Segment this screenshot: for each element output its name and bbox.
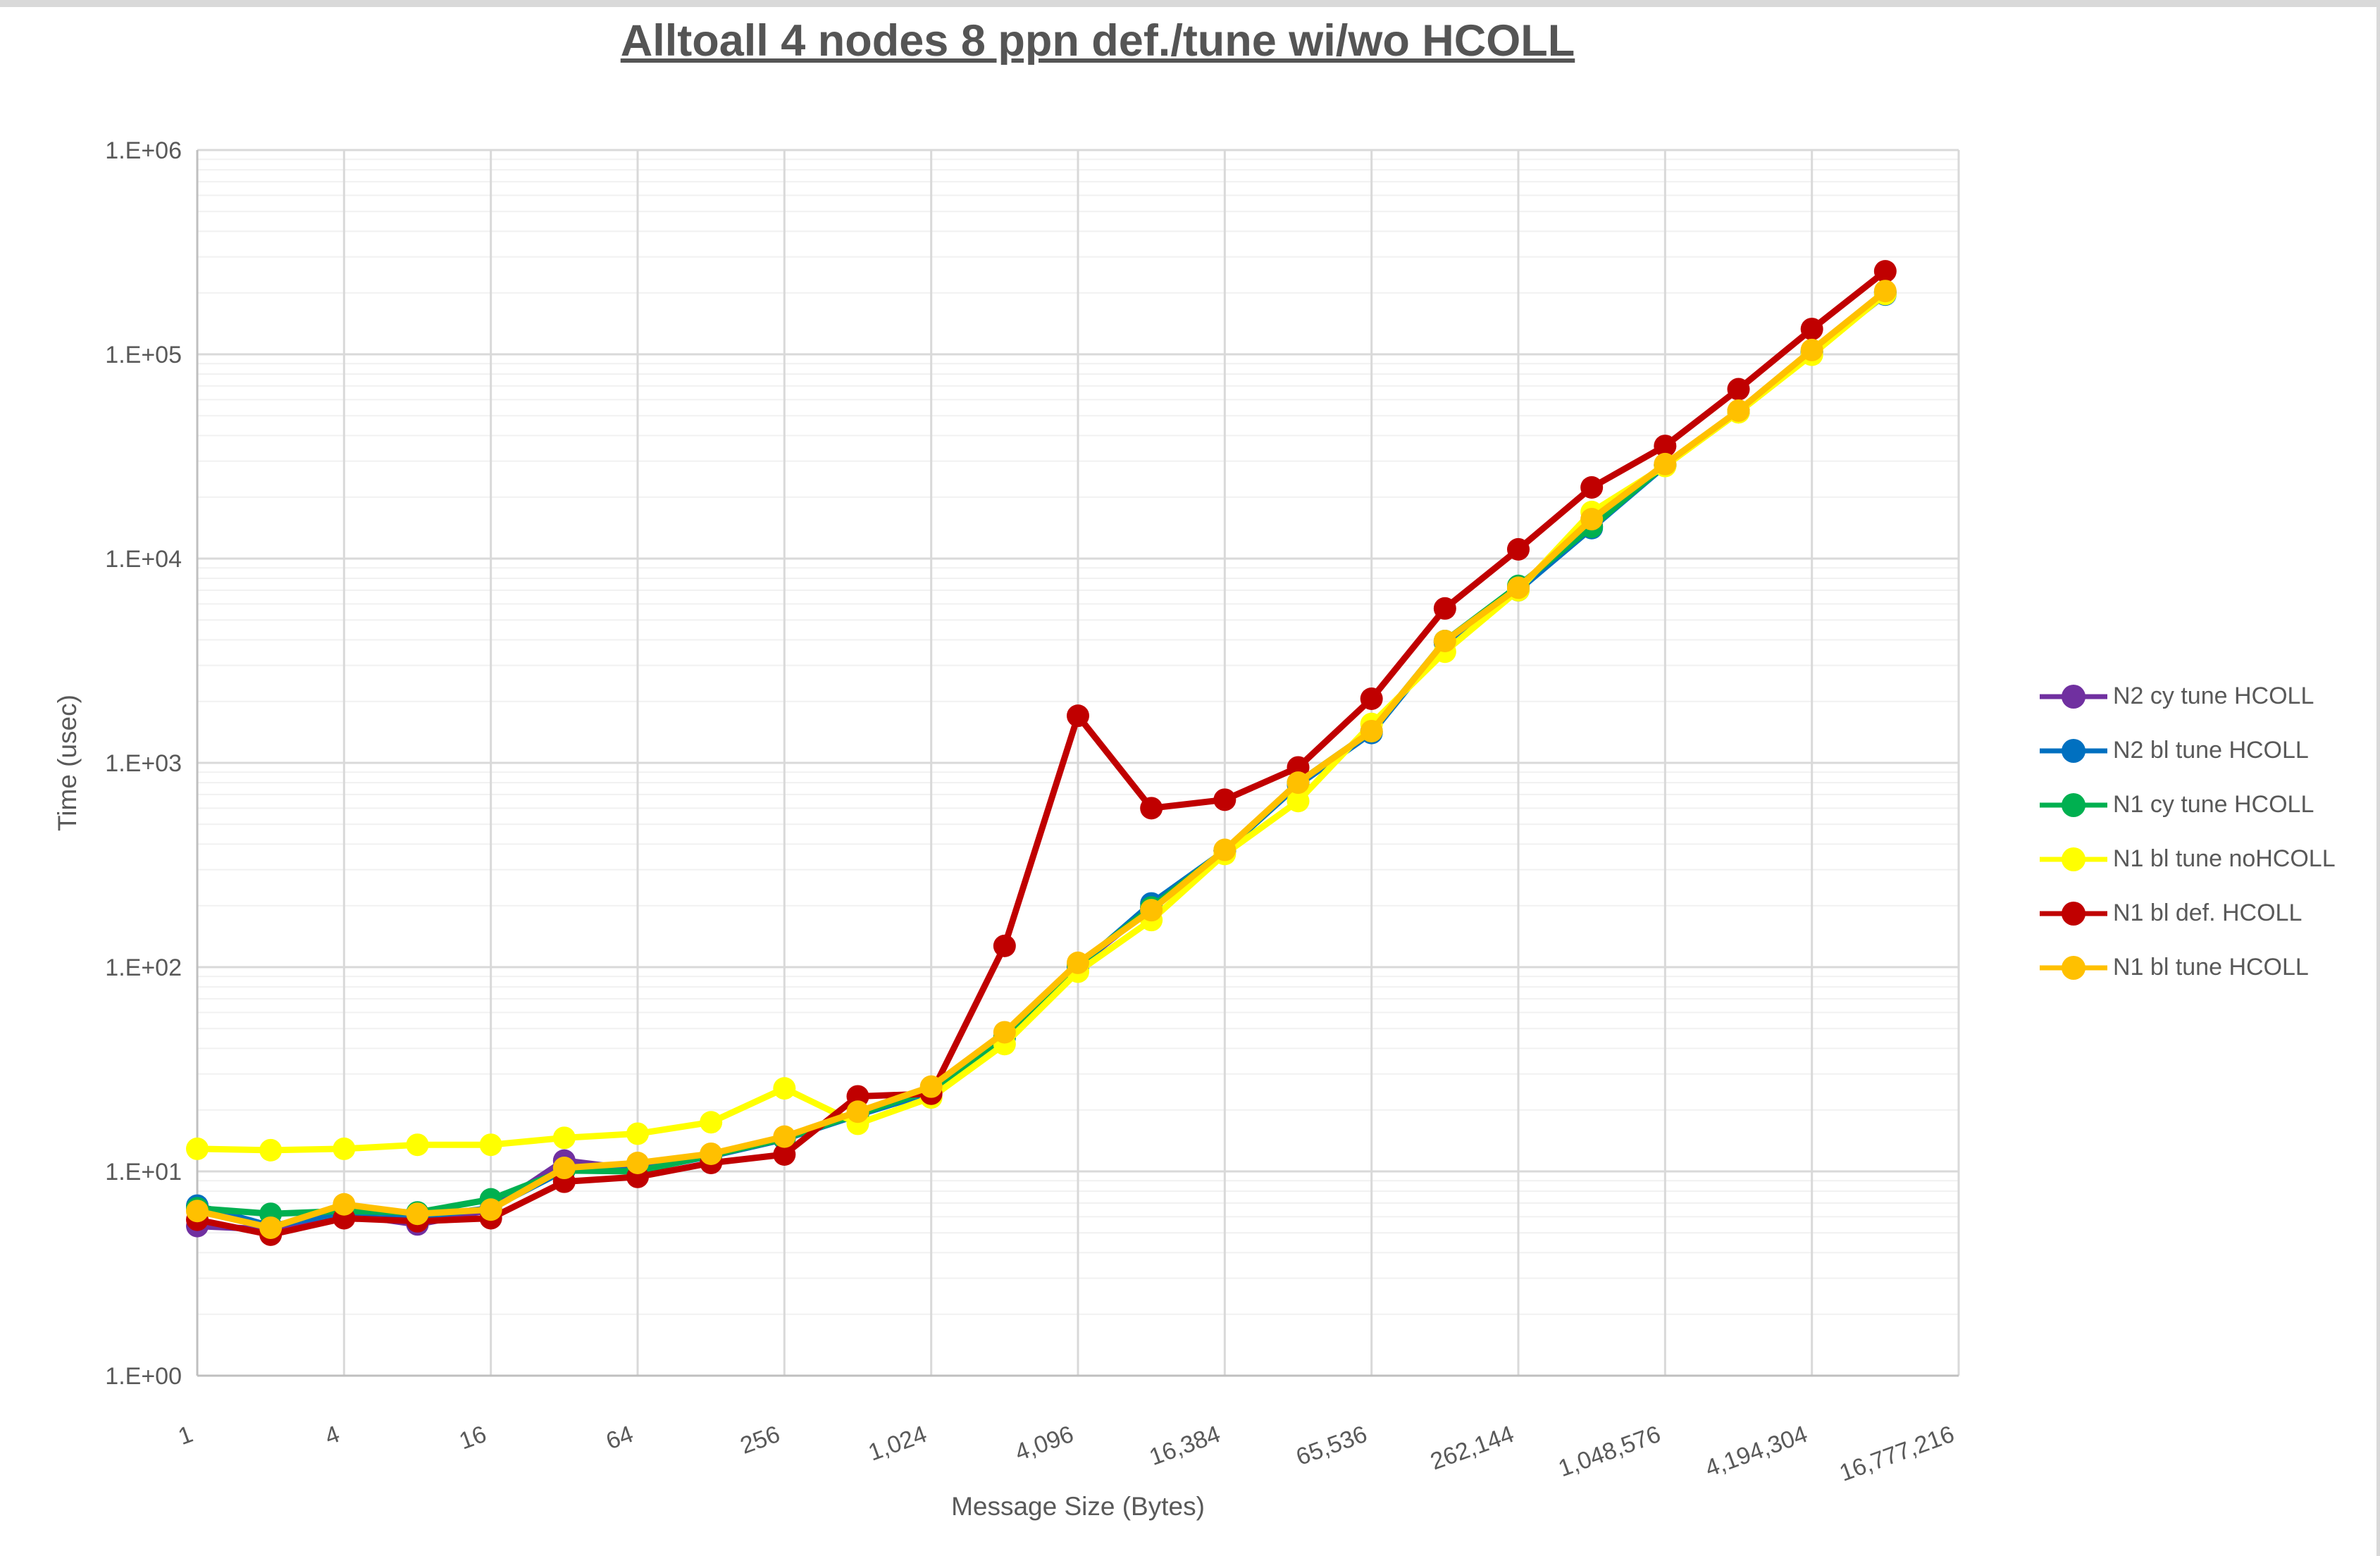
data-point-n1-bl-tune-hcoll <box>1140 899 1163 922</box>
legend-marker-icon <box>2040 792 2107 817</box>
legend-label: N2 cy tune HCOLL <box>2113 683 2314 709</box>
data-point-n1-bl-tune-hcoll <box>1507 576 1530 599</box>
x-tick-label: 1,048,576 <box>1555 1421 1664 1482</box>
x-tick-label: 16,384 <box>1146 1421 1224 1471</box>
data-point-n1-bl-def-hcoll <box>1654 435 1677 458</box>
legend-label: N1 bl tune HCOLL <box>2113 954 2309 981</box>
x-tick-label: 4,194,304 <box>1702 1421 1811 1482</box>
window-top-edge <box>0 0 2380 7</box>
legend-marker-icon <box>2040 901 2107 926</box>
data-point-n1-bl-tune-hcoll <box>1067 951 1089 974</box>
y-tick-label: 1.E+04 <box>105 546 182 573</box>
series-line-n2-cy-tune-hcoll <box>194 289 1889 1233</box>
x-tick-label: 65,536 <box>1293 1421 1371 1471</box>
x-tick-label: 4,096 <box>1012 1421 1077 1467</box>
data-point-n1-bl-tune-nohcoll <box>479 1133 502 1157</box>
data-point-n1-bl-tune-hcoll <box>1800 338 1823 361</box>
y-tick-label: 1.E+06 <box>105 137 182 164</box>
data-point-n1-bl-tune-nohcoll <box>259 1138 283 1162</box>
x-axis-title: Message Size (Bytes) <box>951 1492 1205 1521</box>
data-point-n1-bl-def-hcoll <box>1213 788 1237 811</box>
y-tick-label: 1.E+00 <box>105 1363 182 1390</box>
data-point-n1-bl-tune-nohcoll <box>773 1077 796 1100</box>
data-point-n1-bl-tune-hcoll <box>993 1021 1016 1044</box>
legend-marker-icon <box>2040 955 2107 980</box>
data-point-n1-bl-tune-hcoll <box>1580 507 1604 530</box>
data-point-n1-bl-tune-hcoll <box>1360 719 1383 742</box>
y-tick-label: 1.E+05 <box>105 342 182 368</box>
data-point-n1-bl-tune-hcoll <box>552 1157 576 1180</box>
x-tick-label: 262,144 <box>1427 1421 1517 1476</box>
data-point-n1-bl-tune-hcoll <box>333 1193 356 1216</box>
legend-item-n1-bl-tune-hcoll: N1 bl tune HCOLL <box>2038 940 2336 995</box>
data-point-n1-bl-tune-nohcoll <box>700 1111 723 1134</box>
data-point-n1-bl-def-hcoll <box>1800 318 1823 341</box>
legend-marker-icon <box>2040 847 2107 871</box>
data-point-n1-bl-tune-hcoll <box>700 1142 723 1165</box>
data-point-n1-bl-def-hcoll <box>1727 378 1750 401</box>
series-line-n2-bl-tune-hcoll <box>194 291 1889 1230</box>
x-tick-label: 16,777,216 <box>1836 1421 1958 1487</box>
data-point-n1-bl-tune-hcoll <box>846 1100 869 1124</box>
y-tick-label: 1.E+01 <box>105 1159 182 1185</box>
x-tick-label: 1,024 <box>864 1421 930 1467</box>
data-point-n1-bl-def-hcoll <box>1140 797 1163 820</box>
legend-item-n1-bl-def-hcoll: N1 bl def. HCOLL <box>2038 886 2336 940</box>
data-point-n1-bl-tune-hcoll <box>919 1075 943 1098</box>
x-tick-label: 16 <box>456 1421 490 1455</box>
data-point-n1-bl-tune-nohcoll <box>186 1137 209 1160</box>
legend-item-n1-bl-tune-nohcoll: N1 bl tune noHCOLL <box>2038 832 2336 886</box>
y-tick-label: 1.E+02 <box>105 954 182 981</box>
legend-marker-icon <box>2040 684 2107 709</box>
y-axis-title: Time (usec) <box>53 695 82 831</box>
data-point-n1-bl-tune-nohcoll <box>406 1133 429 1157</box>
data-point-n1-bl-def-hcoll <box>1873 260 1897 283</box>
data-point-n1-bl-tune-hcoll <box>186 1200 209 1223</box>
data-point-n1-bl-def-hcoll <box>1360 687 1383 710</box>
data-point-n1-bl-tune-hcoll <box>773 1125 796 1148</box>
legend-item-n1-cy-tune-hcoll: N1 cy tune HCOLL <box>2038 778 2336 832</box>
x-tick-label: 4 <box>321 1421 343 1450</box>
data-point-n1-bl-def-hcoll <box>1580 475 1604 499</box>
data-point-n1-bl-tune-nohcoll <box>1287 790 1310 813</box>
series-line-n1-bl-def-hcoll <box>194 268 1889 1238</box>
data-point-n1-bl-tune-hcoll <box>479 1198 502 1221</box>
legend-label: N1 cy tune HCOLL <box>2113 791 2314 818</box>
data-point-n1-bl-tune-nohcoll <box>626 1122 649 1145</box>
data-point-n1-bl-def-hcoll <box>773 1143 796 1166</box>
data-point-n1-bl-tune-hcoll <box>1433 629 1456 652</box>
data-point-n1-bl-tune-hcoll <box>259 1216 283 1239</box>
series-line-n1-cy-tune-hcoll <box>194 288 1889 1217</box>
x-tick-label: 1 <box>175 1421 197 1450</box>
data-point-n1-bl-tune-nohcoll <box>552 1126 576 1150</box>
series-line-n1-bl-tune-nohcoll <box>194 290 1889 1154</box>
legend: N2 cy tune HCOLL N2 bl tune HCOLL N1 cy tu… <box>2038 669 2336 995</box>
legend-marker-icon <box>2040 738 2107 763</box>
data-point-n1-bl-def-hcoll <box>1067 704 1089 728</box>
data-point-n1-bl-tune-hcoll <box>406 1202 429 1226</box>
x-tick-label: 64 <box>602 1421 637 1455</box>
data-point-n1-bl-tune-hcoll <box>1213 838 1237 861</box>
window-right-edge <box>2376 0 2380 1556</box>
data-point-n1-bl-tune-hcoll <box>1873 280 1897 303</box>
legend-label: N2 bl tune HCOLL <box>2113 737 2309 764</box>
legend-label: N1 bl def. HCOLL <box>2113 900 2302 926</box>
legend-label: N1 bl tune noHCOLL <box>2113 845 2336 872</box>
data-point-n1-bl-def-hcoll <box>1433 597 1456 620</box>
legend-item-n2-bl-tune-hcoll: N2 bl tune HCOLL <box>2038 723 2336 778</box>
x-tick-label: 256 <box>737 1421 783 1459</box>
data-point-n1-bl-tune-hcoll <box>626 1151 649 1174</box>
legend-item-n2-cy-tune-hcoll: N2 cy tune HCOLL <box>2038 669 2336 723</box>
data-point-n1-bl-tune-hcoll <box>1287 771 1310 795</box>
y-tick-label: 1.E+03 <box>105 750 182 777</box>
data-point-n1-bl-tune-hcoll <box>1727 399 1750 422</box>
data-point-n1-bl-def-hcoll <box>1507 537 1530 561</box>
data-point-n1-bl-def-hcoll <box>993 934 1016 957</box>
series-line-n1-bl-tune-hcoll <box>194 287 1889 1231</box>
data-point-n1-bl-tune-nohcoll <box>333 1137 356 1160</box>
data-point-n1-bl-tune-hcoll <box>1654 452 1677 475</box>
chart-title: Alltoall 4 nodes 8 ppn def./tune wi/wo H… <box>620 16 1575 66</box>
